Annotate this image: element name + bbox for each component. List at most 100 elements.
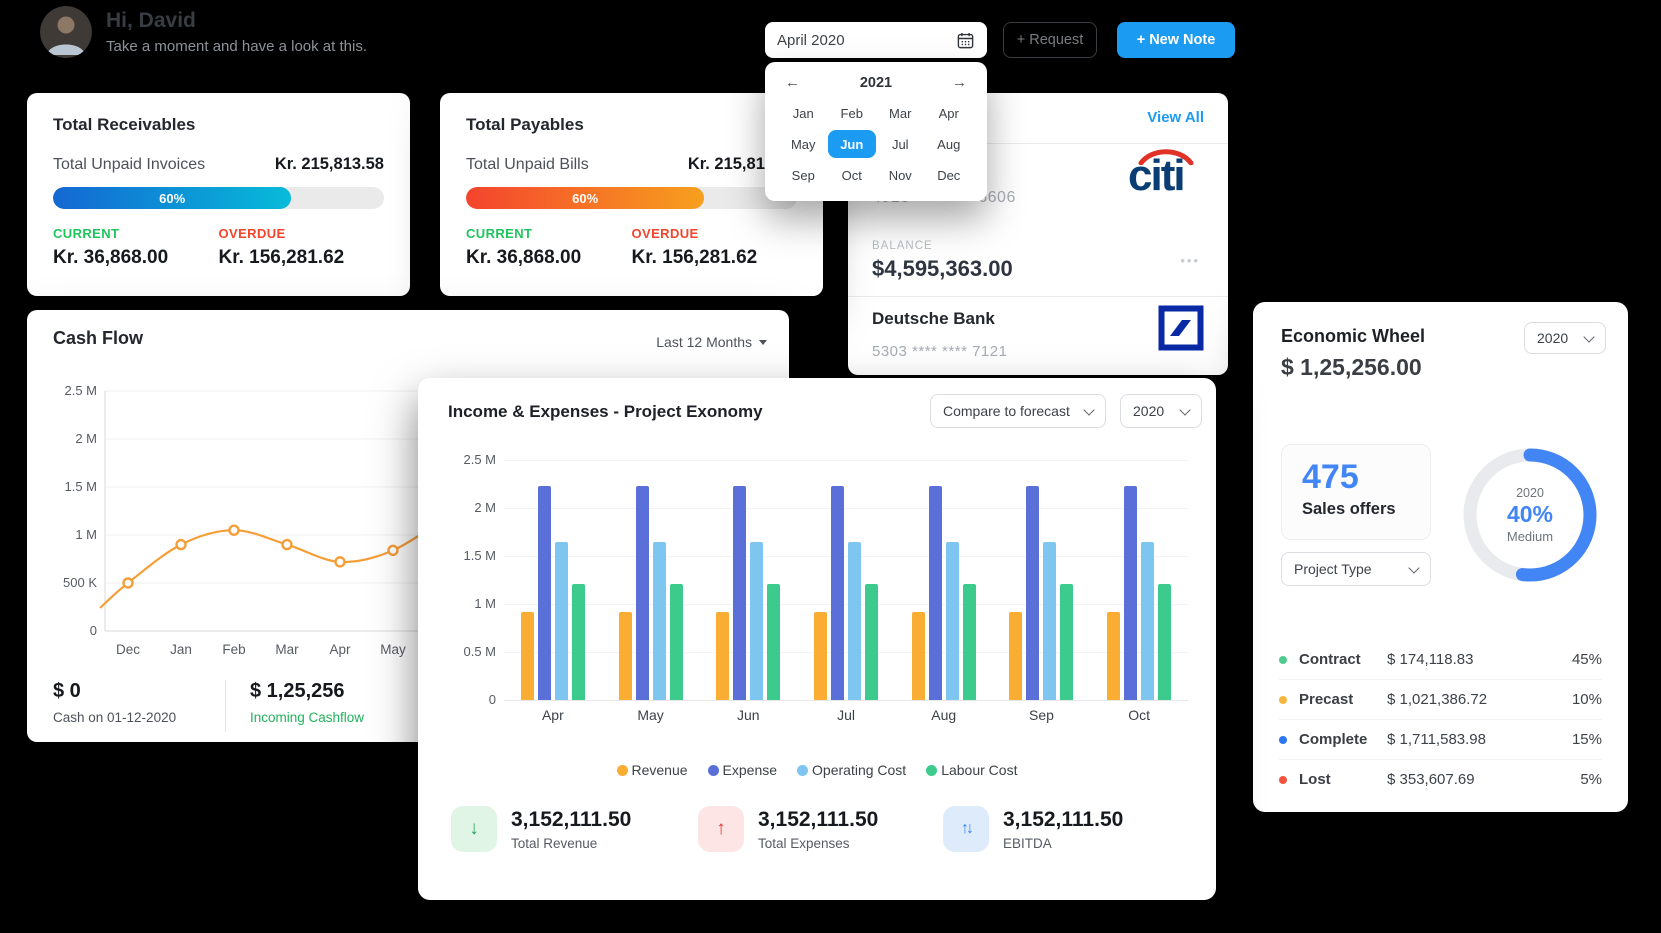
payables-progress-bar: 60% bbox=[466, 187, 797, 209]
calendar-prev-icon[interactable]: ← bbox=[785, 74, 800, 91]
y-axis-tick-label: 0.5 M bbox=[463, 644, 496, 659]
wheel-year-label: 2020 bbox=[1537, 330, 1569, 346]
calendar-month-nov[interactable]: Nov bbox=[888, 167, 912, 183]
bar-group-jun bbox=[699, 448, 797, 700]
svg-text:2 M: 2 M bbox=[75, 431, 97, 446]
y-axis-tick-label: 0 bbox=[488, 692, 496, 707]
labour-cost-bar-sep bbox=[1060, 584, 1074, 700]
calendar-month-aug[interactable]: Aug bbox=[937, 136, 961, 152]
calendar-popup: ← 2021 → Jan Feb Mar Apr May Jun Jul Aug… bbox=[765, 62, 987, 201]
total-payables-card: Total Payables Total Unpaid Bills Kr. 21… bbox=[440, 93, 823, 296]
gridline bbox=[504, 604, 1188, 605]
calendar-month-sep[interactable]: Sep bbox=[791, 167, 815, 183]
calendar-month-jan[interactable]: Jan bbox=[792, 105, 814, 121]
new-note-button[interactable]: + New Note bbox=[1117, 22, 1235, 58]
calendar-month-dec[interactable]: Dec bbox=[937, 167, 961, 183]
cash-flow-title: Cash Flow bbox=[53, 328, 144, 348]
svg-text:Mar: Mar bbox=[275, 642, 299, 657]
chevron-down-icon bbox=[1179, 403, 1191, 416]
bar-group-apr bbox=[504, 448, 602, 700]
bar-groups bbox=[504, 448, 1188, 700]
calendar-month-apr[interactable]: Apr bbox=[938, 105, 959, 121]
date-field[interactable]: April 2020 bbox=[765, 22, 987, 58]
lost-label: Lost bbox=[1299, 771, 1331, 788]
expense-bar-jul bbox=[831, 486, 845, 700]
total-revenue-stat: ↓ 3,152,111.50 Total Revenue bbox=[451, 806, 631, 852]
account-menu-icon[interactable]: ••• bbox=[1180, 253, 1200, 268]
payables-current-value: Kr. 36,868.00 bbox=[466, 247, 582, 268]
revenue-bar-jun bbox=[716, 612, 730, 700]
calendar-month-oct[interactable]: Oct bbox=[841, 167, 862, 183]
x-axis-tick-label: May bbox=[637, 707, 664, 723]
revenue-bar-may bbox=[618, 612, 632, 700]
svg-text:2.5 M: 2.5 M bbox=[64, 383, 97, 398]
donut-level: Medium bbox=[1506, 529, 1554, 544]
arrow-down-icon: ↓ bbox=[451, 806, 497, 852]
view-all-link[interactable]: View All bbox=[1147, 109, 1204, 126]
payables-current-label: CURRENT bbox=[466, 226, 533, 241]
svg-text:May: May bbox=[380, 642, 406, 657]
receivables-current-label: CURRENT bbox=[53, 226, 120, 241]
sales-offers-box: 475 Sales offers bbox=[1281, 444, 1431, 540]
payables-title: Total Payables bbox=[466, 115, 584, 134]
operating-cost-bar-jun bbox=[750, 542, 764, 700]
calendar-month-feb[interactable]: Feb bbox=[840, 105, 863, 121]
expense-bar-apr bbox=[537, 486, 551, 700]
avatar-photo bbox=[40, 6, 92, 58]
legend-dot-icon bbox=[926, 764, 938, 776]
wheel-year-select[interactable]: 2020 bbox=[1524, 322, 1606, 354]
contract-dot-icon bbox=[1279, 655, 1287, 664]
total-revenue-value: 3,152,111.50 bbox=[511, 807, 632, 831]
gridline bbox=[504, 508, 1188, 509]
expense-bar-may bbox=[635, 486, 649, 700]
cash-flow-stats: $ 0 Cash on 01-12-2020 $ 1,25,256 Incomi… bbox=[53, 678, 765, 738]
labour-cost-bar-jun bbox=[767, 584, 781, 700]
complete-dot-icon bbox=[1279, 735, 1287, 744]
gridline bbox=[504, 556, 1188, 557]
donut-percent: 40% bbox=[1506, 501, 1554, 527]
ebitda-label: EBITDA bbox=[1003, 835, 1052, 851]
legend-item-expense: Expense bbox=[707, 762, 777, 778]
revenue-bar-aug bbox=[911, 612, 925, 700]
citi-logo: citi bbox=[1122, 143, 1206, 203]
calendar-month-mar[interactable]: Mar bbox=[889, 105, 912, 121]
calendar-next-icon[interactable]: → bbox=[951, 74, 967, 91]
calendar-month-jul[interactable]: Jul bbox=[891, 136, 909, 152]
payables-progress-label: 60% bbox=[572, 190, 599, 206]
list-item-lost: Lost $ 353,607.69 5% bbox=[1279, 760, 1602, 799]
year-select[interactable]: 2020 bbox=[1120, 394, 1202, 428]
compare-to-forecast-select[interactable]: Compare to forecast bbox=[930, 394, 1106, 428]
calendar-month-grid: Jan Feb Mar Apr May Jun Jul Aug Sep Oct … bbox=[779, 99, 973, 189]
economic-wheel-title: Economic Wheel bbox=[1281, 326, 1426, 346]
greeting-subtitle: Take a moment and have a look at this. bbox=[106, 38, 367, 55]
greeting-title: Hi, David bbox=[106, 9, 196, 32]
economic-wheel-card: Economic Wheel 2020 $ 1,25,256.00 475 Sa… bbox=[1253, 302, 1628, 812]
y-axis-tick-label: 2.5 M bbox=[463, 452, 496, 467]
request-button[interactable]: + Request bbox=[1003, 22, 1097, 58]
bar-group-jul bbox=[797, 448, 895, 700]
total-expenses-label: Total Expenses bbox=[758, 835, 850, 851]
cash-flow-range-label: Last 12 Months bbox=[656, 334, 752, 350]
svg-text:Dec: Dec bbox=[116, 642, 140, 657]
y-axis-tick-label: 2 M bbox=[474, 500, 496, 515]
operating-cost-bar-aug bbox=[945, 542, 959, 700]
cash-value: $ 0 bbox=[53, 680, 81, 702]
gridline bbox=[504, 652, 1188, 653]
calendar-nav: ← 2021 → bbox=[779, 70, 973, 99]
list-item-complete: Complete $ 1,711,583.98 15% bbox=[1279, 720, 1602, 760]
cash-flow-range-dropdown[interactable]: Last 12 Months bbox=[656, 334, 767, 350]
calendar-month-jun[interactable]: Jun bbox=[827, 130, 876, 158]
deutsche-bank-logo bbox=[1158, 305, 1204, 356]
divider bbox=[848, 143, 1228, 144]
project-type-select[interactable]: Project Type bbox=[1281, 552, 1431, 586]
calendar-month-may[interactable]: May bbox=[790, 136, 816, 152]
y-axis-tick-label: 1.5 M bbox=[463, 548, 496, 563]
operating-cost-bar-sep bbox=[1043, 542, 1057, 700]
receivables-row-label: Total Unpaid Invoices bbox=[53, 155, 206, 173]
divider bbox=[225, 680, 226, 732]
legend-item-labour-cost: Labour Cost bbox=[926, 762, 1017, 778]
revenue-bar-jul bbox=[814, 612, 828, 700]
sales-offers-label: Sales offers bbox=[1302, 500, 1396, 518]
economic-wheel-donut: 2020 40% Medium bbox=[1455, 440, 1605, 590]
